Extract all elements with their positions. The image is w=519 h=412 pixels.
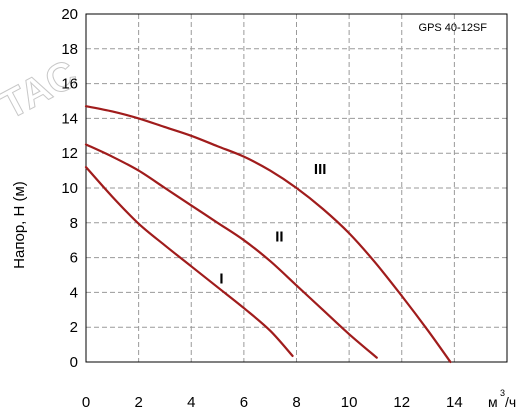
curve-III: [84, 105, 452, 364]
y-tick-label: 14: [61, 110, 78, 127]
x-tick-label: 4: [187, 394, 195, 411]
y-tick-label: 20: [61, 6, 78, 23]
curve-label-II: II: [275, 229, 283, 246]
x-unit-base: м: [488, 394, 498, 410]
tick-labels: 0 2 4 6 8 10 12 14 0 2 4 6 8 10 12 14 16 18 20: [61, 6, 462, 411]
y-tick-label: 16: [61, 76, 78, 93]
y-tick-label: 12: [61, 145, 78, 162]
y-tick-label: 4: [70, 284, 78, 301]
model-title: GPS 40-12SF: [419, 22, 488, 34]
x-tick-label: 0: [82, 394, 90, 411]
x-unit-tail: /ч: [505, 394, 516, 410]
x-tick-label: 6: [240, 394, 248, 411]
x-unit-sup: 3: [500, 388, 505, 398]
x-axis-unit: м 3 /ч: [488, 388, 516, 410]
y-tick-label: 10: [61, 180, 78, 197]
x-tick-label: 12: [393, 394, 410, 411]
x-tick-label: 10: [341, 394, 358, 411]
y-tick-label: 6: [70, 250, 78, 267]
x-tick-label: 8: [292, 394, 300, 411]
curve-II: [84, 143, 378, 359]
y-tick-label: 18: [61, 41, 78, 58]
y-axis-label: Напор, H (м): [11, 181, 28, 269]
plot-frame: [85, 13, 508, 363]
curve-I: [84, 166, 294, 358]
y-tick-label: 2: [70, 319, 78, 336]
x-tick-label: 14: [446, 394, 463, 411]
y-tick-label: 0: [70, 354, 78, 371]
curve-label-III: III: [314, 161, 327, 178]
y-tick-label: 8: [70, 215, 78, 232]
x-tick-label: 2: [134, 394, 142, 411]
curve-label-I: I: [219, 270, 223, 287]
curves: [84, 105, 452, 364]
